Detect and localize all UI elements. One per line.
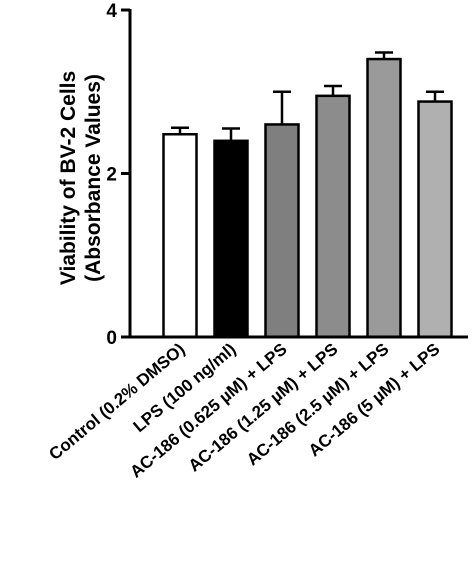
error-bars xyxy=(171,51,444,141)
y-axis-title: Viability of BV-2 Cells (Absorbance Valu… xyxy=(57,71,105,285)
bars xyxy=(162,57,453,339)
bar xyxy=(162,133,198,339)
bar xyxy=(417,100,453,339)
category-labels: Control (0.2% DMSO)LPS (100 ng/ml)AC-186… xyxy=(45,340,443,482)
bar xyxy=(213,139,249,339)
y-tick-label: 0 xyxy=(106,328,117,349)
y-axis-ticks: 0 2 4 xyxy=(106,1,130,349)
y-axis-title-line2: (Absorbance Values) xyxy=(82,74,105,282)
bar xyxy=(315,94,351,339)
y-tick-label: 2 xyxy=(106,165,117,186)
bar xyxy=(366,57,402,339)
y-axis-title-line1: Viability of BV-2 Cells xyxy=(57,71,80,285)
y-tick-label: 4 xyxy=(106,1,117,22)
bar xyxy=(264,123,300,339)
